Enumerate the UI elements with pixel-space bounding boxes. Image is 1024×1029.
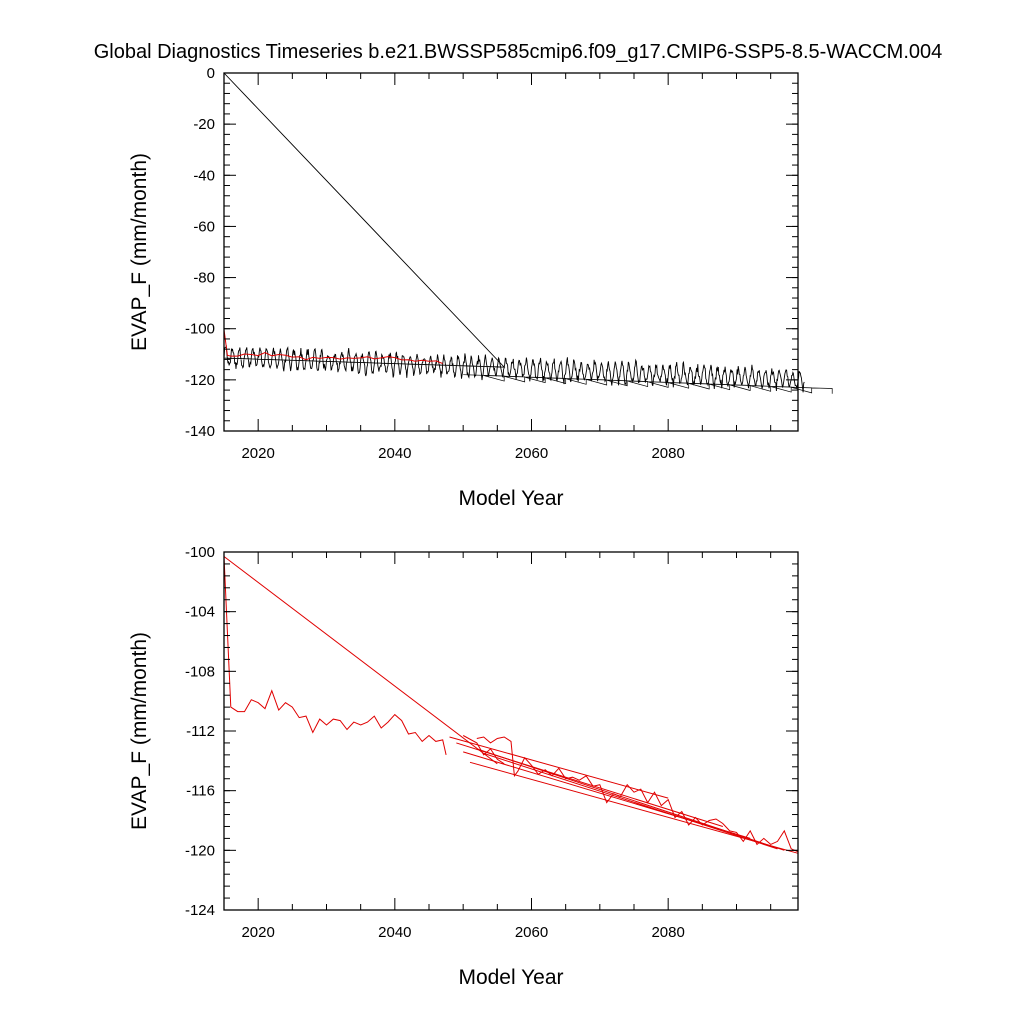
- top-y-tick-label: -80: [193, 270, 215, 287]
- top-x-tick-label: 2040: [378, 445, 411, 462]
- bottom-x-tick-label: 2060: [515, 924, 548, 941]
- bottom-series-annual-mean-2052-2099: [476, 736, 799, 853]
- bottom-y-axis-label: EVAP_F (mm/month): [128, 632, 151, 830]
- bottom-panel: 2020 2040 2060 2080 -100 -104 -108 -112 -116 -120…: [128, 544, 799, 989]
- top-x-tick-label: 2080: [651, 445, 684, 462]
- bottom-y-tick-label: -112: [186, 723, 215, 740]
- top-series-monthly: [223, 72, 805, 393]
- bottom-y-tick-label: -120: [185, 842, 215, 859]
- bottom-x-tick-label: 2080: [651, 924, 684, 941]
- top-axes: 2020 2040 2060 2080 0 -20 -40 -60 -80 -100 -120 -14…: [185, 65, 798, 462]
- bottom-axes: 2020 2040 2060 2080 -100 -104 -108 -112 -116 -120…: [185, 544, 798, 941]
- bottom-series-trend-lines-segment: [463, 751, 751, 839]
- top-y-tick-label: -120: [185, 372, 215, 389]
- top-y-tick-label: -20: [193, 116, 215, 133]
- bottom-series-trend-lines-segment: [449, 736, 669, 799]
- bottom-series-trend-lines-segment: [483, 752, 778, 850]
- top-y-tick-label: -60: [193, 218, 215, 235]
- top-x-tick-label: 2060: [515, 445, 548, 462]
- top-series-monthly-overlap: [463, 374, 833, 394]
- top-series-annual-mean: [223, 329, 443, 364]
- top-y-axis-label: EVAP_F (mm/month): [128, 153, 151, 351]
- bottom-x-tick-label: 2040: [378, 924, 411, 941]
- bottom-y-tick-label: -100: [185, 544, 215, 561]
- top-y-tick-label: -40: [193, 167, 215, 184]
- bottom-y-tick-label: -108: [185, 663, 215, 680]
- bottom-y-tick-label: -116: [186, 783, 215, 800]
- top-y-tick-label: -140: [185, 423, 215, 440]
- bottom-series: [223, 556, 799, 854]
- bottom-series-wraparound: [223, 556, 498, 765]
- bottom-y-tick-label: -124: [185, 902, 215, 919]
- bottom-plot-frame: [223, 551, 799, 911]
- top-plot-frame: [223, 72, 799, 432]
- top-y-tick-label: 0: [207, 65, 215, 82]
- bottom-x-tick-label: 2020: [241, 924, 274, 941]
- bottom-series-restart-segment: [462, 735, 505, 765]
- top-y-tick-label: -100: [185, 321, 215, 338]
- top-panel: 2020 2040 2060 2080 0 -20 -40 -60 -80 -100 -120 -14…: [128, 65, 833, 510]
- bottom-x-axis-label: Model Year: [458, 966, 563, 989]
- top-series: [223, 72, 833, 394]
- bottom-y-tick-label: -104: [185, 604, 215, 621]
- top-x-tick-label: 2020: [241, 445, 274, 462]
- top-x-axis-label: Model Year: [458, 487, 563, 510]
- bottom-series-trend-lines-segment: [476, 748, 785, 851]
- chart-title: Global Diagnostics Timeseries b.e21.BWSS…: [94, 41, 943, 63]
- bottom-series-annual-mean-2015-2047: [223, 556, 447, 756]
